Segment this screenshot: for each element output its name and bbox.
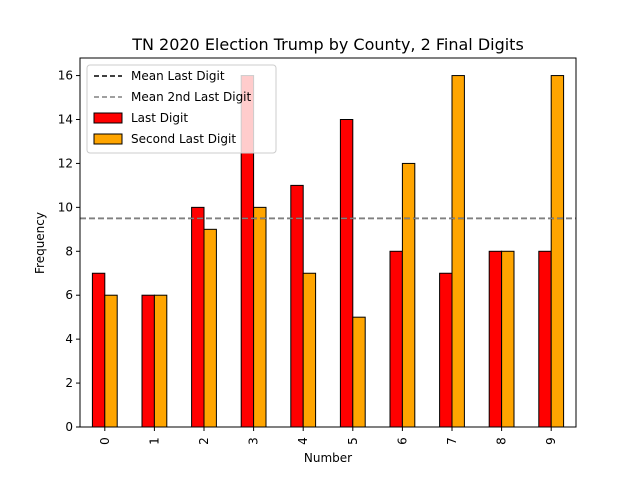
y-tick-label-4: 4 — [65, 332, 73, 346]
x-tick-label-5: 5 — [346, 437, 360, 445]
chart-title: TN 2020 Election Trump by County, 2 Fina… — [131, 35, 524, 54]
legend-label-3: Second Last Digit — [131, 132, 236, 146]
bar-last-digit-1 — [142, 295, 154, 427]
legend-swatch-3 — [94, 134, 122, 144]
y-axis: 0 2 4 6 8 10 12 14 16 — [58, 69, 80, 434]
bar-last-digit-2 — [192, 207, 204, 427]
x-tick-label-7: 7 — [445, 437, 459, 445]
x-tick-label-8: 8 — [495, 437, 509, 445]
bar-second-last-digit-2 — [204, 229, 216, 427]
bar-second-last-digit-5 — [353, 317, 365, 427]
x-tick-label-2: 2 — [197, 437, 211, 445]
legend-label-0: Mean Last Digit — [131, 69, 225, 83]
x-tick-label-1: 1 — [147, 437, 161, 445]
bar-second-last-digit-6 — [402, 163, 414, 427]
y-tick-label-2: 2 — [65, 376, 73, 390]
bar-second-last-digit-3 — [254, 207, 266, 427]
legend-swatch-2 — [94, 113, 122, 123]
x-tick-label-9: 9 — [544, 437, 558, 445]
bar-last-digit-5 — [340, 120, 352, 428]
bar-second-last-digit-8 — [502, 251, 514, 427]
x-tick-label-0: 0 — [98, 437, 112, 445]
bar-last-digit-9 — [539, 251, 551, 427]
bar-second-last-digit-1 — [154, 295, 166, 427]
bar-last-digit-7 — [440, 273, 452, 427]
bar-second-last-digit-4 — [303, 273, 315, 427]
x-tick-label-6: 6 — [395, 437, 409, 445]
legend-label-1: Mean 2nd Last Digit — [131, 90, 252, 104]
y-tick-label-0: 0 — [65, 420, 73, 434]
x-tick-label-3: 3 — [247, 437, 261, 445]
y-tick-label-14: 14 — [58, 113, 73, 127]
bar-second-last-digit-7 — [452, 76, 464, 427]
x-axis-label: Number — [304, 451, 352, 465]
bar-second-last-digit-0 — [105, 295, 117, 427]
y-tick-label-6: 6 — [65, 288, 73, 302]
legend-label-2: Last Digit — [131, 111, 188, 125]
y-tick-label-12: 12 — [58, 156, 73, 170]
y-axis-label: Frequency — [33, 212, 47, 274]
bar-last-digit-4 — [291, 185, 303, 427]
bar-second-last-digit-9 — [551, 76, 563, 427]
legend: Mean Last Digit Mean 2nd Last Digit Last D… — [87, 65, 276, 153]
y-tick-label-16: 16 — [58, 69, 73, 83]
bar-last-digit-6 — [390, 251, 402, 427]
bar-last-digit-0 — [92, 273, 104, 427]
x-tick-label-4: 4 — [296, 437, 310, 445]
bar-last-digit-8 — [489, 251, 501, 427]
y-tick-label-8: 8 — [65, 244, 73, 258]
y-tick-label-10: 10 — [58, 200, 73, 214]
x-axis: 0 1 2 3 4 5 6 7 8 9 — [98, 427, 558, 445]
